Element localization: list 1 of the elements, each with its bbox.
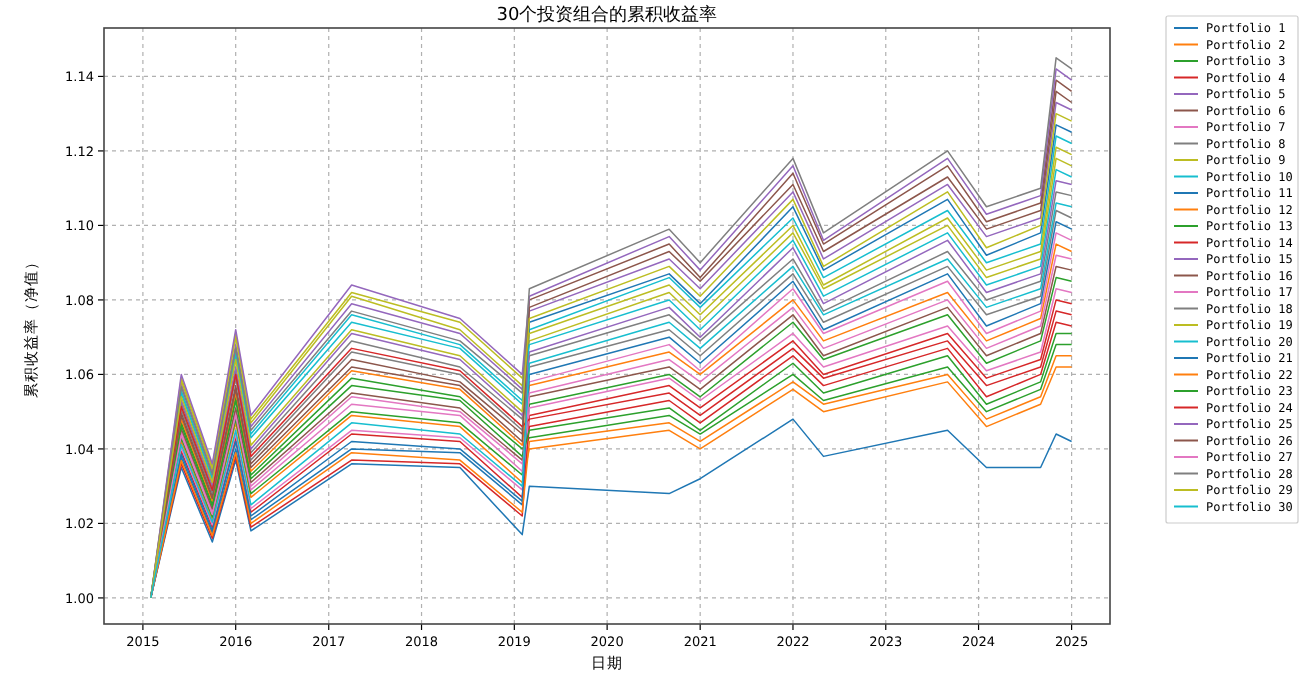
chart-title: 30个投资组合的累积收益率: [496, 4, 718, 26]
